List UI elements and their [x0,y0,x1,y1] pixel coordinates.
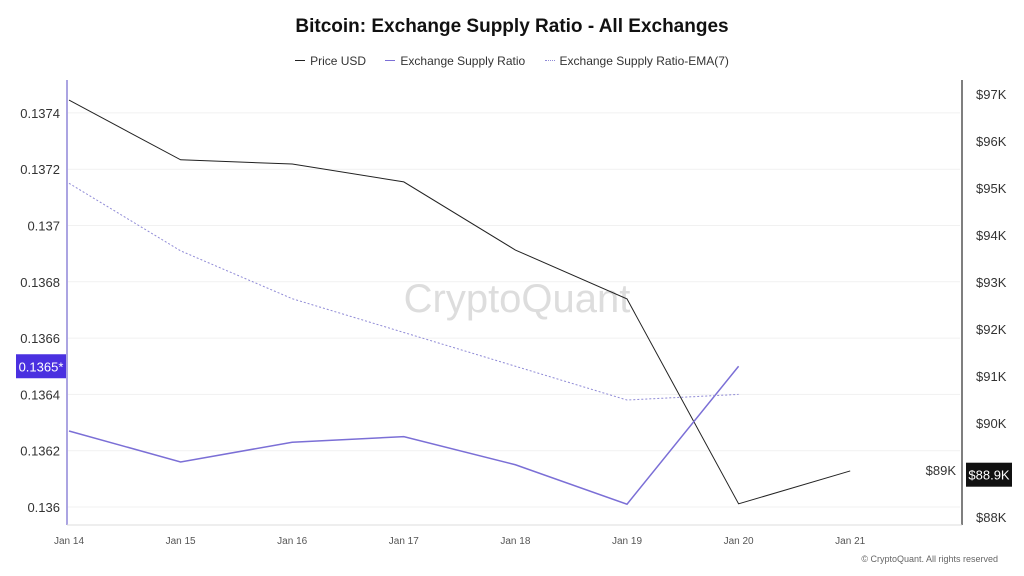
legend-label: Exchange Supply Ratio-EMA(7) [559,53,729,68]
right-tick-label: $93K [976,275,1007,290]
series-line-0 [68,99,851,505]
right-tick-label: $90K [976,416,1007,431]
right-tick-label: $89K [926,463,957,478]
x-tick-label: Jan 21 [835,536,865,547]
left-tick-label: 0.1362 [20,444,60,459]
right-tick-label: $88K [976,510,1007,525]
x-tick-label: Jan 14 [54,536,84,547]
x-tick-label: Jan 16 [277,536,307,547]
right-tick-label: $97K [976,87,1007,102]
x-tick-label: Jan 17 [389,536,419,547]
x-tick-label: Jan 20 [724,536,754,547]
left-tick-label: 0.1374 [20,106,60,121]
series-line-2 [68,182,739,401]
left-value-marker [16,354,66,379]
series-line-1 [68,365,740,506]
left-tick-label: 0.136 [27,500,60,515]
legend-price[interactable]: Price USD [295,54,366,68]
right-tick-label: $95K [976,181,1007,196]
right-tick-label: $92K [976,322,1007,337]
left-tick-label: 0.1368 [20,275,60,290]
right-value-marker [966,462,1012,487]
x-tick-label: Jan 15 [166,536,196,547]
left-tick-label: 0.137 [27,219,60,234]
legend-label: Price USD [310,53,367,68]
right-tick-label: $94K [976,228,1007,243]
left-tick-label: 0.1364 [20,387,60,402]
legend-label: Exchange Supply Ratio [400,53,526,68]
x-tick-label: Jan 19 [612,536,642,547]
left-tick-label: 0.1372 [20,162,60,177]
right-tick-label: $96K [976,134,1007,149]
legend: Price USD Exchange Supply Ratio Exchange… [0,50,1024,68]
legend-ema[interactable]: Exchange Supply Ratio-EMA(7) [544,53,729,68]
left-tick-label: 0.1366 [20,331,60,346]
chart-title: Bitcoin: Exchange Supply Ratio - All Exc… [295,16,729,37]
right-tick-label: $91K [976,369,1007,384]
watermark: CryptoQuant [404,277,631,321]
footer: © CryptoQuant. All rights reserved [861,554,998,564]
x-tick-label: Jan 18 [500,536,530,547]
left-value-marker-text: 0.1365* [19,359,64,374]
right-value-marker-text: $88.9K [968,468,1010,483]
legend-ratio[interactable]: Exchange Supply Ratio [385,54,525,68]
